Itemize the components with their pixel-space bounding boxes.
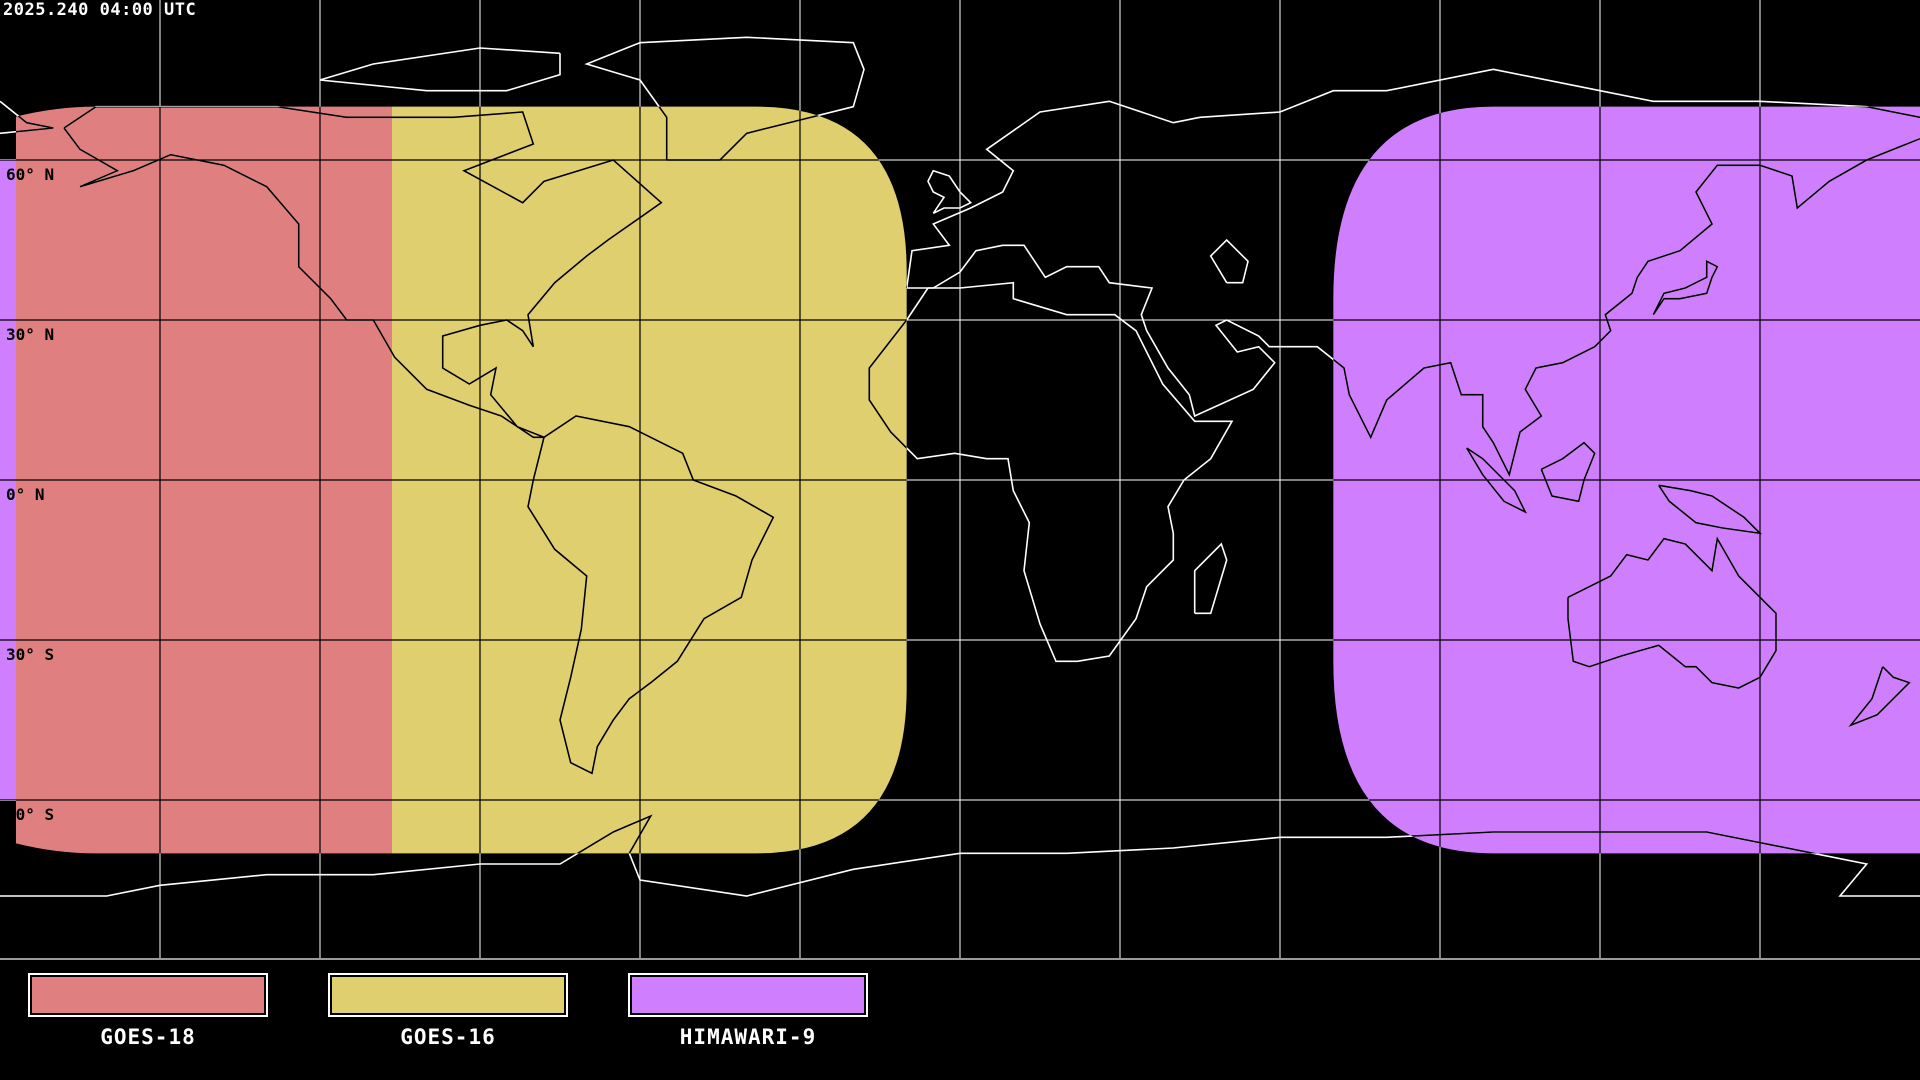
coastline	[319, 47, 561, 92]
legend-label: HIMAWARI-9	[679, 1025, 817, 1049]
lat-label: 0° N	[6, 485, 45, 504]
legend-label: GOES-18	[100, 1025, 196, 1049]
legend-swatch	[28, 973, 268, 1017]
coastline	[584, 106, 865, 161]
coastline	[868, 281, 1234, 663]
satellite-coverage-map	[0, 0, 1920, 960]
coastline	[1193, 542, 1228, 615]
legend-item-goes-18: GOES-18	[28, 973, 268, 1049]
legend-item-goes-16: GOES-16	[328, 973, 568, 1049]
coastline	[1540, 441, 1596, 503]
coastline	[1466, 447, 1528, 514]
coastline	[1209, 238, 1249, 284]
coastline	[1652, 259, 1719, 316]
coastline	[927, 169, 973, 215]
lat-label: 30° N	[6, 325, 55, 344]
coastline	[0, 814, 1920, 854]
coastline	[868, 281, 1234, 663]
coastline	[63, 106, 663, 439]
lat-label: 30° S	[6, 645, 55, 664]
legend-item-himawari-9: HIMAWARI-9	[628, 973, 868, 1049]
coastline	[1848, 666, 1911, 728]
map-frame	[0, 958, 1920, 960]
lat-label: 60° S	[6, 805, 55, 824]
legend-swatch	[628, 973, 868, 1017]
coastline	[1209, 238, 1249, 284]
legend-label: GOES-16	[400, 1025, 496, 1049]
lat-label: 60° N	[6, 165, 55, 184]
coastline	[1567, 536, 1777, 689]
timestamp: 2025.240 04:00 UTC	[3, 0, 197, 20]
legend-swatch	[328, 973, 568, 1017]
coastline	[905, 68, 1920, 289]
